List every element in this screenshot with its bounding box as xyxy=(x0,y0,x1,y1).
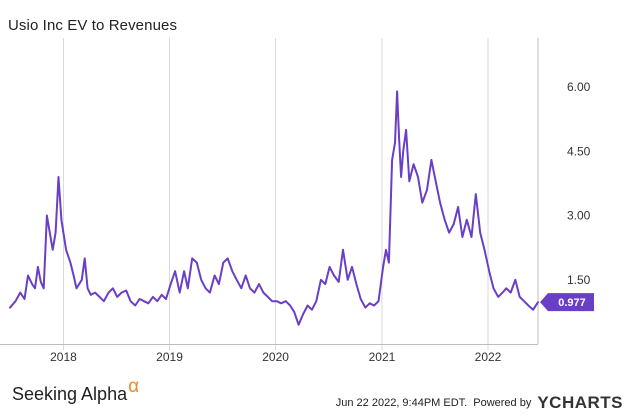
series-layer xyxy=(9,90,539,326)
y-tick-label: 1.50 xyxy=(567,273,591,287)
last-value-badge-shape xyxy=(540,293,594,312)
x-tick-label: 2020 xyxy=(262,350,289,364)
series-line xyxy=(9,90,539,326)
x-tick-label: 2019 xyxy=(156,350,183,364)
x-tick-label: 2018 xyxy=(50,350,77,364)
x-tick-label: 2022 xyxy=(475,350,502,364)
y-tick-label: 6.00 xyxy=(567,80,591,94)
tick-labels: 2018 2019 2020 2021 2022 1.50 3.00 4.50 6.00 xyxy=(50,80,591,364)
brand-name: Seeking Alpha xyxy=(12,384,128,404)
y-tick-label: 4.50 xyxy=(567,144,591,158)
footer-attribution: Jun 22 2022, 9:44PM EDT. Powered by YCHA… xyxy=(336,393,623,413)
seeking-alpha-logo[interactable]: Seeking Alphaα xyxy=(12,376,139,406)
timestamp: Jun 22 2022, 9:44PM EDT. xyxy=(335,397,468,409)
grid xyxy=(62,38,489,350)
powered-by-text: Powered by xyxy=(473,397,532,409)
chart-title: Usio Inc EV to Revenues xyxy=(8,17,178,34)
x-tick-label: 2021 xyxy=(369,350,396,364)
last-value-label: 0.977 xyxy=(558,297,586,309)
y-tick-label: 3.00 xyxy=(567,209,591,223)
alpha-icon: α xyxy=(128,376,140,397)
ycharts-logo[interactable]: YCHARTS xyxy=(537,393,623,412)
last-value-badge: 0.977 xyxy=(540,293,594,312)
axes xyxy=(0,38,539,345)
